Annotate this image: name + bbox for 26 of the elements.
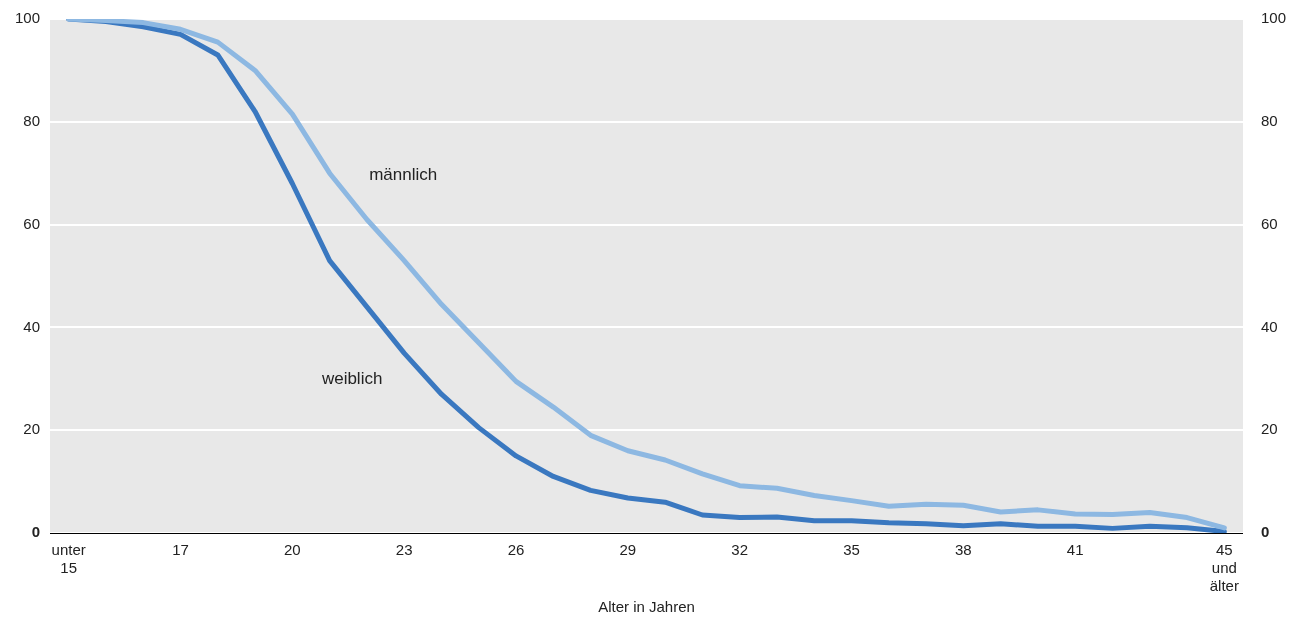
x-tick-label: 38: [955, 541, 972, 559]
x-tick-label: 35: [843, 541, 860, 559]
x-tick-label: 45 und älter: [1209, 541, 1239, 595]
series-label: weiblich: [320, 368, 383, 388]
y2-tick-label: 60: [1260, 214, 1278, 232]
x-tick-label: 41: [1066, 541, 1084, 559]
x-tick-label: 17: [172, 541, 189, 559]
x-axis-title: Alter in Jahren: [598, 598, 695, 616]
x-tick-label: 32: [731, 541, 749, 559]
x-tick-label: 26: [507, 541, 525, 559]
y-tick-label: 100: [15, 9, 41, 27]
y2-tick-label: 20: [1260, 420, 1278, 438]
y2-tick-label: 80: [1260, 111, 1278, 129]
x-tick-label: 29: [619, 541, 637, 559]
y2-tick-label: 0: [1260, 523, 1270, 541]
y-tick-label: 80: [23, 111, 41, 129]
y2-tick-label: 100: [1260, 9, 1286, 27]
y-tick-label: 60: [23, 214, 41, 232]
y2-tick-label: 40: [1260, 317, 1278, 335]
x-tick-label: unter 15: [51, 541, 86, 577]
series-label: männlich: [369, 165, 438, 185]
x-tick-label: 20: [284, 541, 301, 559]
y-tick-label: 20: [23, 420, 41, 438]
x-tick-label: 23: [395, 541, 413, 559]
y-tick-label: 0: [31, 523, 41, 541]
y-tick-label: 40: [23, 317, 41, 335]
